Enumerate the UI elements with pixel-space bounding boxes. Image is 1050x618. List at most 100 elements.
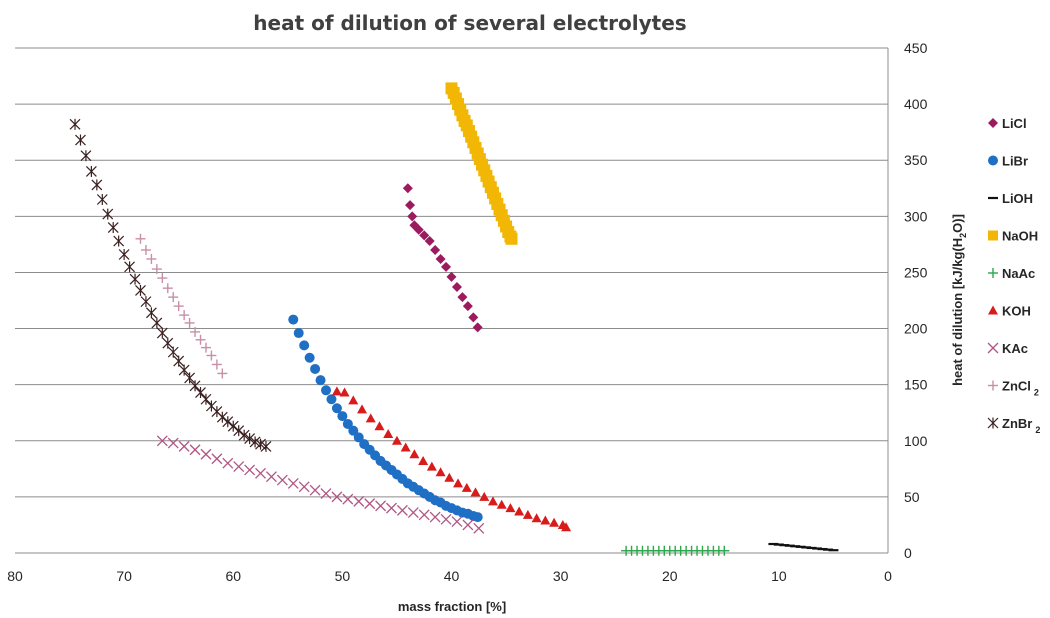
legend-label: NaOH bbox=[1002, 229, 1038, 244]
data-point bbox=[440, 513, 452, 525]
y-tick-label: 50 bbox=[904, 489, 920, 505]
legend: LiCl LiBr LiOH NaOH NaAc KOH KAc ZnCl 2 ZnBr 2 bbox=[987, 116, 1040, 435]
data-point bbox=[348, 425, 359, 436]
legend-marker bbox=[988, 230, 998, 241]
data-point bbox=[353, 495, 365, 507]
data-point bbox=[233, 461, 245, 473]
data-point bbox=[531, 513, 542, 523]
legend-label: ZnCl 2 bbox=[1002, 379, 1039, 398]
legend-item-znbr2: ZnBr 2 bbox=[987, 416, 1040, 435]
y-tick-label: 250 bbox=[904, 264, 928, 280]
data-point bbox=[337, 411, 348, 422]
data-point bbox=[339, 387, 350, 397]
data-point bbox=[522, 509, 533, 519]
data-point bbox=[429, 511, 441, 523]
data-point bbox=[446, 271, 457, 282]
data-point bbox=[190, 326, 201, 337]
data-point bbox=[413, 224, 424, 235]
data-point bbox=[468, 312, 479, 323]
legend-label: ZnBr 2 bbox=[1002, 416, 1040, 435]
data-point bbox=[315, 375, 326, 386]
data-point bbox=[173, 301, 184, 312]
data-point bbox=[457, 292, 468, 303]
data-point bbox=[195, 387, 206, 399]
data-point bbox=[418, 509, 430, 521]
data-point bbox=[102, 208, 114, 220]
legend-label: LiOH bbox=[1002, 191, 1033, 206]
legend-item-licl: LiCl bbox=[988, 116, 1027, 131]
data-point bbox=[211, 453, 223, 465]
x-axis-label: mass fraction [%] bbox=[398, 599, 506, 614]
series-lioh bbox=[768, 542, 839, 552]
data-point bbox=[173, 355, 185, 367]
data-point bbox=[400, 442, 411, 452]
data-point bbox=[441, 261, 452, 272]
legend-item-naac: NaAc bbox=[988, 266, 1035, 281]
data-point bbox=[470, 487, 481, 497]
data-point bbox=[233, 425, 245, 437]
data-point bbox=[222, 416, 234, 428]
data-point bbox=[184, 372, 196, 384]
data-point bbox=[206, 350, 217, 361]
data-point bbox=[227, 420, 239, 432]
data-point bbox=[342, 493, 354, 505]
data-point bbox=[561, 522, 572, 532]
data-point bbox=[309, 484, 321, 496]
y-axis-label-end: O)] bbox=[950, 214, 965, 233]
data-point bbox=[238, 429, 250, 441]
data-point bbox=[444, 472, 455, 482]
data-point bbox=[200, 393, 212, 405]
data-point bbox=[287, 477, 299, 489]
chart-title: heat of dilution of several electrolytes bbox=[253, 11, 686, 35]
data-point bbox=[75, 134, 86, 146]
x-tick-label: 60 bbox=[225, 568, 241, 584]
data-point bbox=[473, 522, 485, 534]
data-point bbox=[331, 491, 343, 503]
data-point bbox=[162, 337, 174, 349]
data-point bbox=[113, 235, 125, 247]
data-point bbox=[146, 253, 157, 264]
data-point bbox=[424, 236, 435, 247]
data-point bbox=[365, 413, 376, 423]
data-point bbox=[96, 194, 108, 205]
legend-marker bbox=[987, 342, 999, 354]
x-tick-label: 20 bbox=[662, 568, 678, 584]
data-point bbox=[353, 432, 364, 443]
data-point bbox=[189, 444, 201, 456]
series-zncl2 bbox=[135, 233, 228, 379]
data-point bbox=[374, 421, 385, 431]
data-point bbox=[85, 165, 97, 177]
data-point bbox=[195, 334, 206, 345]
legend-marker bbox=[988, 155, 998, 166]
data-point bbox=[178, 440, 190, 452]
legend-label: KOH bbox=[1002, 304, 1031, 319]
data-point bbox=[145, 307, 157, 319]
data-point bbox=[402, 183, 413, 194]
data-point bbox=[260, 440, 272, 452]
data-point bbox=[331, 386, 342, 396]
data-point bbox=[462, 301, 473, 312]
data-point bbox=[200, 342, 211, 353]
data-point bbox=[435, 467, 446, 477]
data-point bbox=[472, 322, 483, 333]
data-point bbox=[326, 394, 337, 405]
legend-label: KAc bbox=[1002, 341, 1028, 356]
data-point bbox=[107, 222, 119, 234]
data-point bbox=[386, 502, 397, 514]
legend-item-kac: KAc bbox=[987, 341, 1028, 356]
y-axis-label-main: heat of dilution [kJ/kg(H bbox=[950, 238, 965, 386]
data-point bbox=[407, 507, 419, 519]
data-point bbox=[451, 282, 462, 293]
y-tick-label: 450 bbox=[904, 40, 928, 56]
data-point bbox=[80, 150, 92, 162]
data-point bbox=[293, 328, 304, 339]
data-point bbox=[189, 380, 201, 392]
legend-item-naoh: NaOH bbox=[988, 229, 1038, 244]
data-point bbox=[342, 418, 353, 429]
data-point bbox=[156, 435, 168, 447]
data-point bbox=[348, 395, 359, 405]
legend-label: LiBr bbox=[1002, 154, 1028, 169]
series-koh bbox=[331, 386, 572, 532]
y-tick-label: 350 bbox=[904, 152, 928, 168]
data-point bbox=[135, 233, 146, 244]
